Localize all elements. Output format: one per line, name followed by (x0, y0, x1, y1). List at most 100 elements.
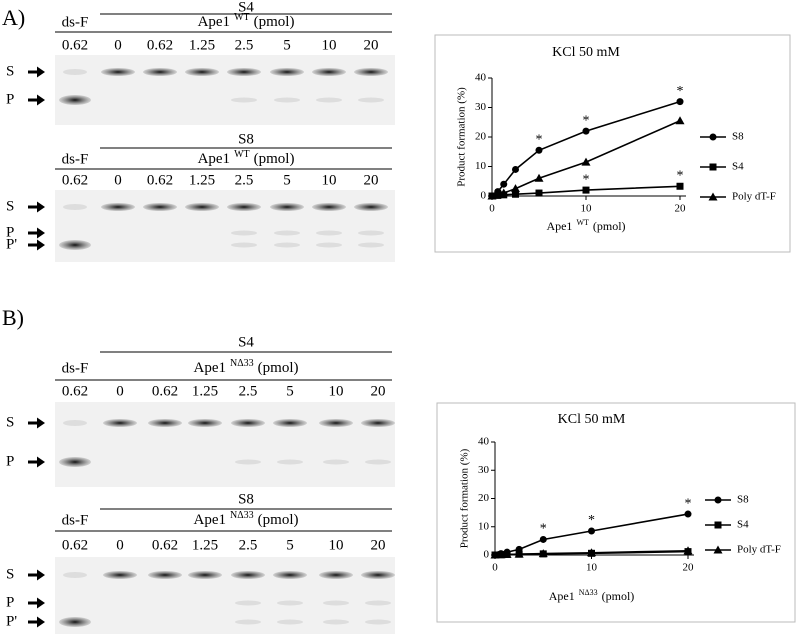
band-label: P' (6, 236, 17, 252)
x-tick-label: 20 (675, 203, 687, 215)
x-label-variant: NΔ33 (579, 588, 598, 597)
lane-amount: 0.62 (147, 172, 173, 188)
band-arrow (28, 239, 45, 251)
marker (511, 184, 520, 193)
gel-band (235, 619, 261, 625)
lane-amount: 20 (364, 37, 379, 53)
band-arrow (28, 616, 45, 628)
lane-amount: 5 (283, 37, 291, 53)
gel-band (270, 203, 304, 211)
gel-band (63, 572, 87, 578)
marker (683, 546, 693, 555)
gel-band (273, 419, 307, 427)
gel-band (235, 600, 261, 606)
legend-label: S4 (737, 519, 749, 531)
gel-band (59, 457, 91, 467)
significance-mark: * (583, 172, 590, 187)
y-tick-label: 10 (475, 160, 487, 172)
y-tick-label: 10 (478, 520, 490, 532)
gel-band (59, 617, 91, 627)
significance-mark: * (536, 132, 543, 147)
gel-band (63, 204, 87, 210)
x-tick-label: 0 (489, 203, 495, 215)
band-arrow (28, 227, 45, 239)
legend-label: S4 (732, 161, 744, 173)
gel-title: S4 (238, 334, 254, 350)
gel-band (274, 242, 300, 248)
lane-amount: 2.5 (235, 37, 254, 53)
band-label: P (6, 91, 14, 107)
marker (713, 545, 723, 554)
marker (534, 173, 544, 182)
marker (512, 190, 519, 198)
band-label: P (6, 594, 14, 610)
gel-band (316, 97, 342, 103)
lane-amount: 0.62 (147, 37, 173, 53)
y-axis-label: Product formation (%) (456, 87, 468, 187)
lane-amount: 0.62 (152, 383, 178, 399)
gel-image (55, 190, 395, 262)
lane-amount: 10 (329, 383, 344, 399)
lane-amount: 10 (329, 537, 344, 553)
significance-mark: * (540, 522, 547, 537)
gel-band (274, 230, 300, 236)
lane-amount: 0 (114, 37, 122, 53)
gel-band (365, 600, 391, 606)
y-axis-label: Product formation (%) (459, 448, 471, 548)
enzyme-name: Ape1 (194, 360, 227, 376)
band-label: P (6, 224, 14, 240)
enzyme-unit: (pmol) (258, 360, 299, 376)
band-arrow (28, 417, 45, 429)
marker (709, 163, 717, 171)
significance-mark: * (677, 84, 684, 99)
lane-amount: 0 (116, 537, 124, 553)
marker (502, 549, 512, 558)
lane-amount: 5 (286, 537, 294, 553)
enzyme-label: Ape1 WT (pmol) (198, 149, 295, 167)
significance-mark: * (588, 513, 595, 528)
gel-band (277, 619, 303, 625)
lane-amount: 0.62 (62, 537, 88, 553)
lane-amount: 1.25 (192, 537, 218, 553)
gel-band (103, 571, 137, 579)
gel-band (323, 600, 349, 606)
chart-frame (436, 402, 796, 623)
y-tick-label: 30 (478, 464, 490, 476)
y-tick-label: 20 (478, 492, 490, 504)
lane-amount: 1.25 (189, 172, 215, 188)
gel-band (188, 419, 222, 427)
x-tick-label: 10 (586, 562, 598, 574)
y-tick-label: 40 (478, 436, 490, 448)
gel-band (188, 571, 222, 579)
x-axis-label: Ape1 NΔ33 (pmol) (549, 588, 635, 603)
lane-amount: 20 (371, 537, 386, 553)
marker (499, 188, 509, 197)
gel-band (312, 68, 346, 76)
gel-band (358, 97, 384, 103)
lane-amount: 2.5 (239, 383, 258, 399)
y-tick-label: 40 (475, 72, 487, 84)
lane-amount: 0.62 (152, 537, 178, 553)
band-label: S (6, 566, 14, 582)
band-label: S (6, 414, 14, 430)
band-arrow (28, 94, 45, 106)
x-label-name: Ape1 (549, 589, 575, 603)
lane-amount: 10 (322, 172, 337, 188)
lane-amount: 5 (283, 172, 291, 188)
enzyme-variant: WT (234, 149, 250, 160)
band-label: S (6, 63, 14, 79)
lane-amount: 1.25 (192, 383, 218, 399)
lane-amount: 20 (364, 172, 379, 188)
marker (675, 116, 685, 125)
marker (582, 186, 590, 194)
band-arrow (28, 456, 45, 468)
gel-band (323, 619, 349, 625)
x-label-unit: (pmol) (593, 219, 626, 233)
gel-band (312, 203, 346, 211)
band-arrow (28, 569, 45, 581)
y-tick-label: 0 (481, 190, 487, 202)
gel-title: S8 (238, 131, 254, 147)
enzyme-label: Ape1 NΔ33 (pmol) (194, 358, 299, 376)
x-label-name: Ape1 (546, 219, 572, 233)
x-tick-label: 0 (492, 562, 498, 574)
